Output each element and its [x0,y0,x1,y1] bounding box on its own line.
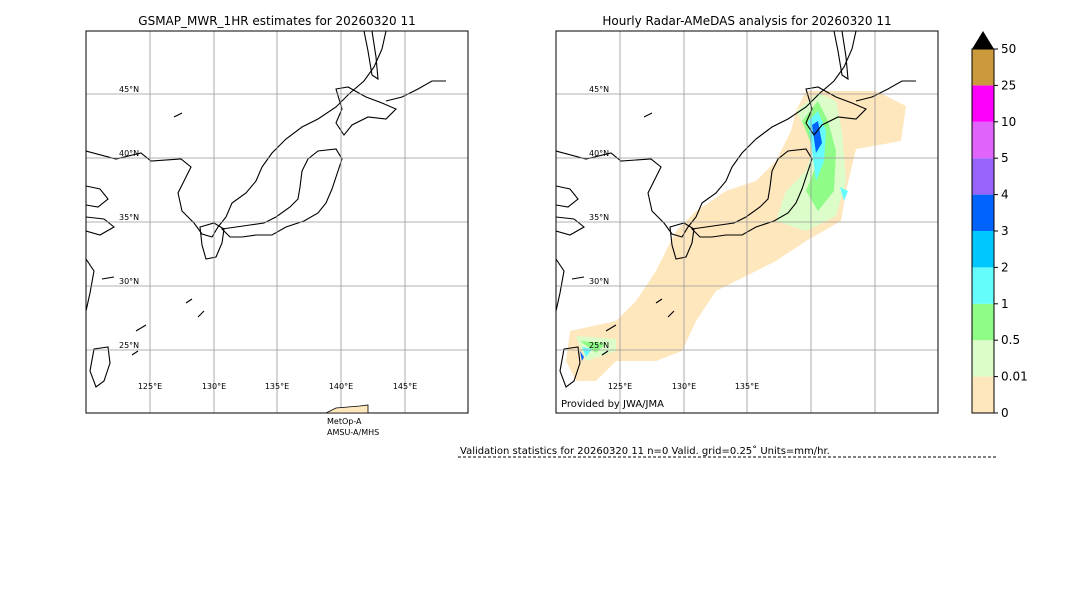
lon-label: 125°E [138,382,162,391]
right-map: 45°N 40°N 35°N 30°N 25°N 125°E 130°E 135°E [555,30,939,414]
rain-field [566,91,906,381]
colorbar-label: 0.01 [1001,370,1028,384]
left-map: 45°N 40°N 35°N 30°N 25°N 125°E 130°E 135°E 140°E… [85,30,469,414]
colorbar: 0 0.01 0.5 1 2 3 4 5 10 25 50 [971,31,1028,420]
lon-label: 145°E [393,382,417,391]
colorbar-label: 10 [1001,115,1016,129]
colorbar-segment [972,121,994,159]
colorbar-label: 25 [1001,78,1016,92]
left-title: GSMAP_MWR_1HR estimates for 20260320 11 [138,14,415,28]
lon-label: 140°E [329,382,353,391]
colorbar-label: 3 [1001,224,1009,238]
colorbar-segment [972,376,994,413]
lat-label: 40°N [119,149,139,158]
colorbar-segment [972,85,994,122]
colorbar-extend [972,31,994,49]
lat-label: 35°N [119,213,139,222]
colorbar-segment [972,158,994,195]
colorbar-label: 2 [1001,260,1009,274]
colorbar-label: 1 [1001,297,1009,311]
colorbar-segment [972,231,994,268]
lon-label: 130°E [202,382,226,391]
lon-label: 130°E [672,382,696,391]
lat-label: 40°N [589,149,609,158]
swath-edge [325,404,369,414]
lat-label: 25°N [589,341,609,350]
sensor-name: AMSU-A/MHS [327,428,379,437]
lat-label: 45°N [589,85,609,94]
colorbar-label: 4 [1001,188,1009,202]
credit: Provided by JWA/JMA [561,399,664,410]
satellite-name: MetOp-A [327,417,362,426]
lon-label: 125°E [608,382,632,391]
lon-label: 135°E [265,382,289,391]
lat-label: 30°N [589,277,609,286]
colorbar-segment [972,303,994,341]
colorbar-label: 0.5 [1001,333,1020,347]
lat-label: 35°N [589,213,609,222]
colorbar-segment [972,340,994,377]
map-frame [85,30,469,414]
colorbar-label: 50 [1001,42,1016,56]
map-frame [555,30,939,414]
lon-label: 135°E [735,382,759,391]
right-title: Hourly Radar-AMeDAS analysis for 2026032… [602,14,891,28]
colorbar-segment [972,49,994,86]
colorbar-segment [972,267,994,304]
colorbar-label: 5 [1001,151,1009,165]
colorbar-segment [972,194,994,231]
lat-label: 25°N [119,341,139,350]
colorbar-label: 0 [1001,406,1009,420]
lat-label: 45°N [119,85,139,94]
lat-label: 30°N [119,277,139,286]
validation-stats: Validation statistics for 20260320 11 n=… [460,445,830,457]
